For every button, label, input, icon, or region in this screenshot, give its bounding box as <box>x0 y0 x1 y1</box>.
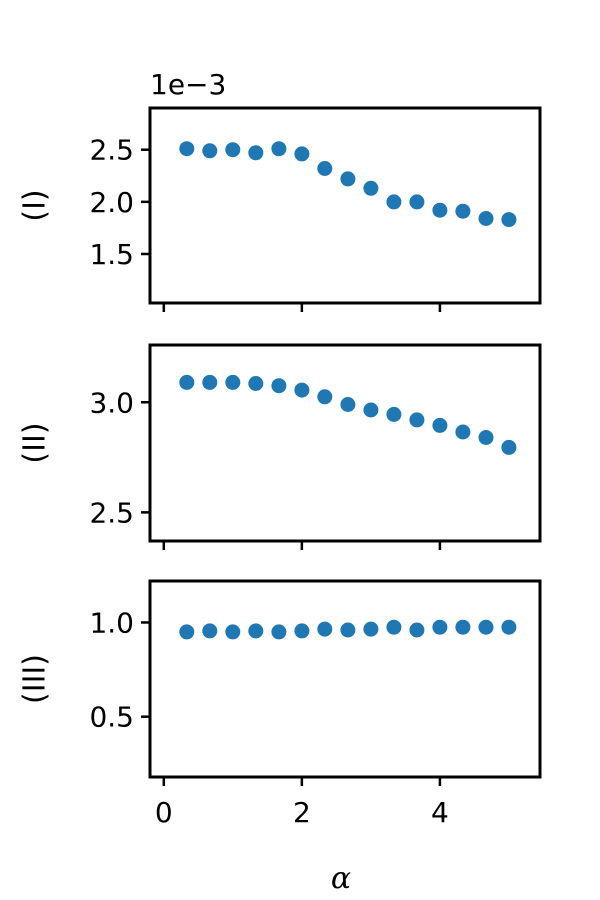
data-point <box>317 161 333 176</box>
data-point <box>340 397 356 412</box>
x-tick-label: 2 <box>293 796 311 829</box>
panels: 1.5 2.0 2.5 (I) 1e−3 2.5 3.0 (II) 0.5 1.0 0 2 4 (III) <box>18 68 542 829</box>
panel-2: 2.5 3.0 (II) <box>18 343 542 550</box>
y-tick-label: 2.5 <box>89 496 134 529</box>
panel-1: 1.5 2.0 2.5 (I) 1e−3 <box>18 68 542 312</box>
axes-frame <box>148 579 542 779</box>
data-point <box>271 378 287 394</box>
data-point <box>179 141 195 157</box>
data-point <box>294 623 310 639</box>
data-point <box>340 171 356 187</box>
x-tick-label: 0 <box>155 796 173 829</box>
data-point <box>340 622 356 638</box>
data-point <box>202 143 218 159</box>
x-tick-label: 4 <box>431 796 449 829</box>
data-point <box>455 424 471 440</box>
data-point <box>294 382 310 398</box>
x-axis-label: α <box>331 861 351 896</box>
y-tick-label: 0.5 <box>89 701 134 734</box>
y-tick-label: 2.0 <box>89 186 134 219</box>
data-point <box>386 406 402 422</box>
data-point <box>225 142 241 158</box>
data-point <box>455 619 471 635</box>
data-point <box>363 180 379 196</box>
axes-frame <box>148 106 542 305</box>
data-point <box>248 145 264 161</box>
data-point <box>202 374 218 390</box>
scale-offset-label: 1e−3 <box>150 68 226 101</box>
data-point <box>432 619 448 635</box>
data-point <box>409 194 425 210</box>
y-tick-label: 2.5 <box>89 134 134 167</box>
data-point <box>294 146 310 162</box>
data-point <box>409 412 425 428</box>
data-point <box>225 624 241 640</box>
y-tick-label: 1.5 <box>89 238 134 271</box>
data-point <box>363 402 379 418</box>
data-point <box>271 624 287 640</box>
panel-3: 0.5 1.0 0 2 4 (III) <box>18 579 542 829</box>
data-point <box>432 202 448 218</box>
data-point <box>202 623 218 639</box>
data-point <box>363 621 379 637</box>
data-point <box>248 623 264 639</box>
data-point <box>478 619 494 635</box>
data-point <box>179 624 195 640</box>
data-point <box>271 141 287 157</box>
data-point <box>455 203 471 219</box>
data-point <box>501 619 517 635</box>
data-point <box>478 211 494 226</box>
data-point <box>179 374 195 390</box>
data-point <box>501 439 517 455</box>
data-point <box>317 621 333 637</box>
data-point <box>248 376 264 391</box>
data-point <box>432 417 448 433</box>
y-tick-label: 1.0 <box>89 606 134 639</box>
y-axis-label: (II) <box>18 422 53 463</box>
y-tick-label: 3.0 <box>89 386 134 419</box>
data-point <box>317 389 333 405</box>
y-axis-label: (I) <box>18 189 53 221</box>
data-point <box>386 194 402 210</box>
data-point <box>409 622 425 638</box>
data-point <box>478 430 494 445</box>
data-point <box>386 619 402 635</box>
data-point <box>501 212 517 228</box>
data-point <box>225 374 241 390</box>
axes-frame <box>148 343 542 543</box>
y-axis-label: (III) <box>18 654 53 704</box>
